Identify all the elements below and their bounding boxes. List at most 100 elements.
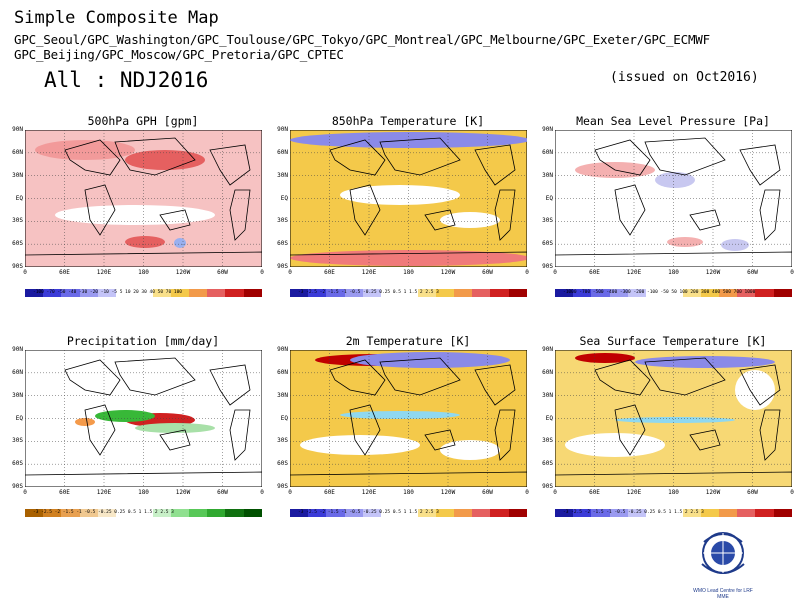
colorbar-segment [555, 509, 574, 517]
colorbar-segment [399, 509, 418, 517]
anomaly-region [350, 352, 510, 368]
logo-caption: WMO Lead Centre for LRF MME [693, 588, 753, 600]
colorbar-segment [225, 509, 244, 517]
wmo-logo: WMO Lead Centre for LRF MME [692, 524, 754, 600]
longitude-label: 120E [626, 269, 642, 276]
latitude-label: 30N [12, 171, 23, 179]
colorbar-segment [573, 509, 592, 517]
colorbar-segment [225, 289, 244, 297]
colorbar-segment [591, 509, 610, 517]
latitude-label: EQ [280, 414, 288, 422]
centers-list-line1: GPC_Seoul/GPC_Washington/GPC_Toulouse/GP… [14, 32, 710, 47]
coastline [474, 364, 516, 406]
latitude-label: EQ [15, 414, 23, 422]
colorbar [25, 509, 262, 517]
latitude-label: 90N [12, 126, 23, 133]
season-label: All : NDJ2016 [44, 68, 209, 92]
coastline [329, 359, 386, 396]
anomaly-region [565, 433, 665, 457]
colorbar-segment [453, 289, 473, 297]
coastline [229, 409, 251, 461]
anomaly-region [440, 212, 500, 228]
anomaly-region [174, 238, 186, 248]
latitude-label: 30S [12, 437, 23, 445]
anomaly-region [615, 417, 735, 423]
latitude-label: 90N [277, 126, 288, 133]
longitude-label: 0 [288, 269, 292, 276]
longitude-label: 60W [482, 269, 493, 276]
colorbar-segment [417, 509, 436, 517]
colorbar-segment [207, 509, 226, 517]
colorbar-scale: -1000 -700 -500 -400 -300 -200 -100 -50 … [563, 290, 756, 295]
longitude-label: 60E [59, 269, 70, 276]
colorbar-segment [362, 509, 382, 517]
coastline [349, 404, 381, 456]
coastline [159, 429, 191, 451]
longitude-label: 120E [361, 489, 377, 496]
panel-title: 500hPa GPH [gpm] [87, 114, 199, 128]
coastline [614, 184, 646, 236]
colorbar-segment [326, 509, 345, 517]
colorbar-segment [573, 289, 592, 297]
anomaly-map [290, 350, 527, 487]
latitude-label: 90N [277, 346, 288, 353]
latitude-label: 60S [12, 240, 23, 248]
colorbar-scale: -3 -2.5 -2 -1.5 -1 -0.5 -0.25 0.25 0.5 1… [298, 510, 439, 515]
colorbar-segment [700, 509, 719, 517]
latitude-label: 60N [277, 148, 288, 156]
anomaly-region [667, 237, 703, 247]
colorbar-segment [43, 509, 62, 517]
colorbar-segment [152, 509, 171, 517]
colorbar-segment [472, 289, 491, 297]
anomaly-map [25, 350, 262, 487]
latitude-label: 30S [12, 217, 23, 225]
latitude-label: 60S [277, 460, 288, 468]
coastline [494, 409, 516, 461]
longitude-label: 0 [525, 489, 529, 496]
colorbar-segment [381, 509, 400, 517]
coastline [644, 137, 726, 176]
colorbar-scale: -3 -2.5 -2 -1.5 -1 -0.5 -0.25 0.25 0.5 1… [33, 510, 174, 515]
coastline [349, 184, 381, 236]
coastline [739, 364, 781, 406]
coastline [114, 137, 196, 176]
colorbar-segment [682, 509, 701, 517]
longitude-label: 60E [324, 269, 335, 276]
latitude-label: 90S [542, 263, 553, 270]
colorbar-segment [243, 509, 262, 517]
coastline [424, 429, 456, 451]
colorbar-segment [308, 289, 327, 297]
colorbar-segment [79, 289, 98, 297]
coastline [64, 139, 121, 176]
colorbar-segment [25, 509, 44, 517]
coastline [209, 144, 251, 186]
panel-title: 850hPa Temperature [K] [331, 114, 485, 128]
colorbar-segment [399, 289, 418, 297]
longitude-label: 180 [668, 489, 679, 496]
longitude-label: 0 [790, 489, 794, 496]
colorbar-segment [508, 289, 527, 297]
anomaly-region [440, 440, 500, 460]
anomaly-region [95, 410, 155, 422]
anomaly-region [75, 418, 95, 426]
colorbar-segment [207, 289, 226, 297]
colorbar-segment [646, 289, 665, 297]
colorbar-segment [381, 289, 400, 297]
colorbar-segment [326, 289, 345, 297]
colorbar-segment [170, 289, 189, 297]
colorbar-segment [609, 509, 628, 517]
colorbar-segment [243, 289, 262, 297]
colorbar-segment [737, 509, 756, 517]
anomaly-region [125, 236, 165, 248]
coastline [379, 357, 461, 396]
anomaly-region [300, 435, 420, 455]
colorbar-segment [664, 289, 683, 297]
anomaly-map [290, 130, 527, 267]
colorbar [555, 509, 792, 517]
colorbar-segment [188, 509, 208, 517]
anomaly-region [635, 356, 775, 368]
anomaly-region [135, 423, 215, 433]
colorbar-segment [308, 509, 327, 517]
colorbar [25, 289, 262, 297]
colorbar-segment [490, 289, 509, 297]
